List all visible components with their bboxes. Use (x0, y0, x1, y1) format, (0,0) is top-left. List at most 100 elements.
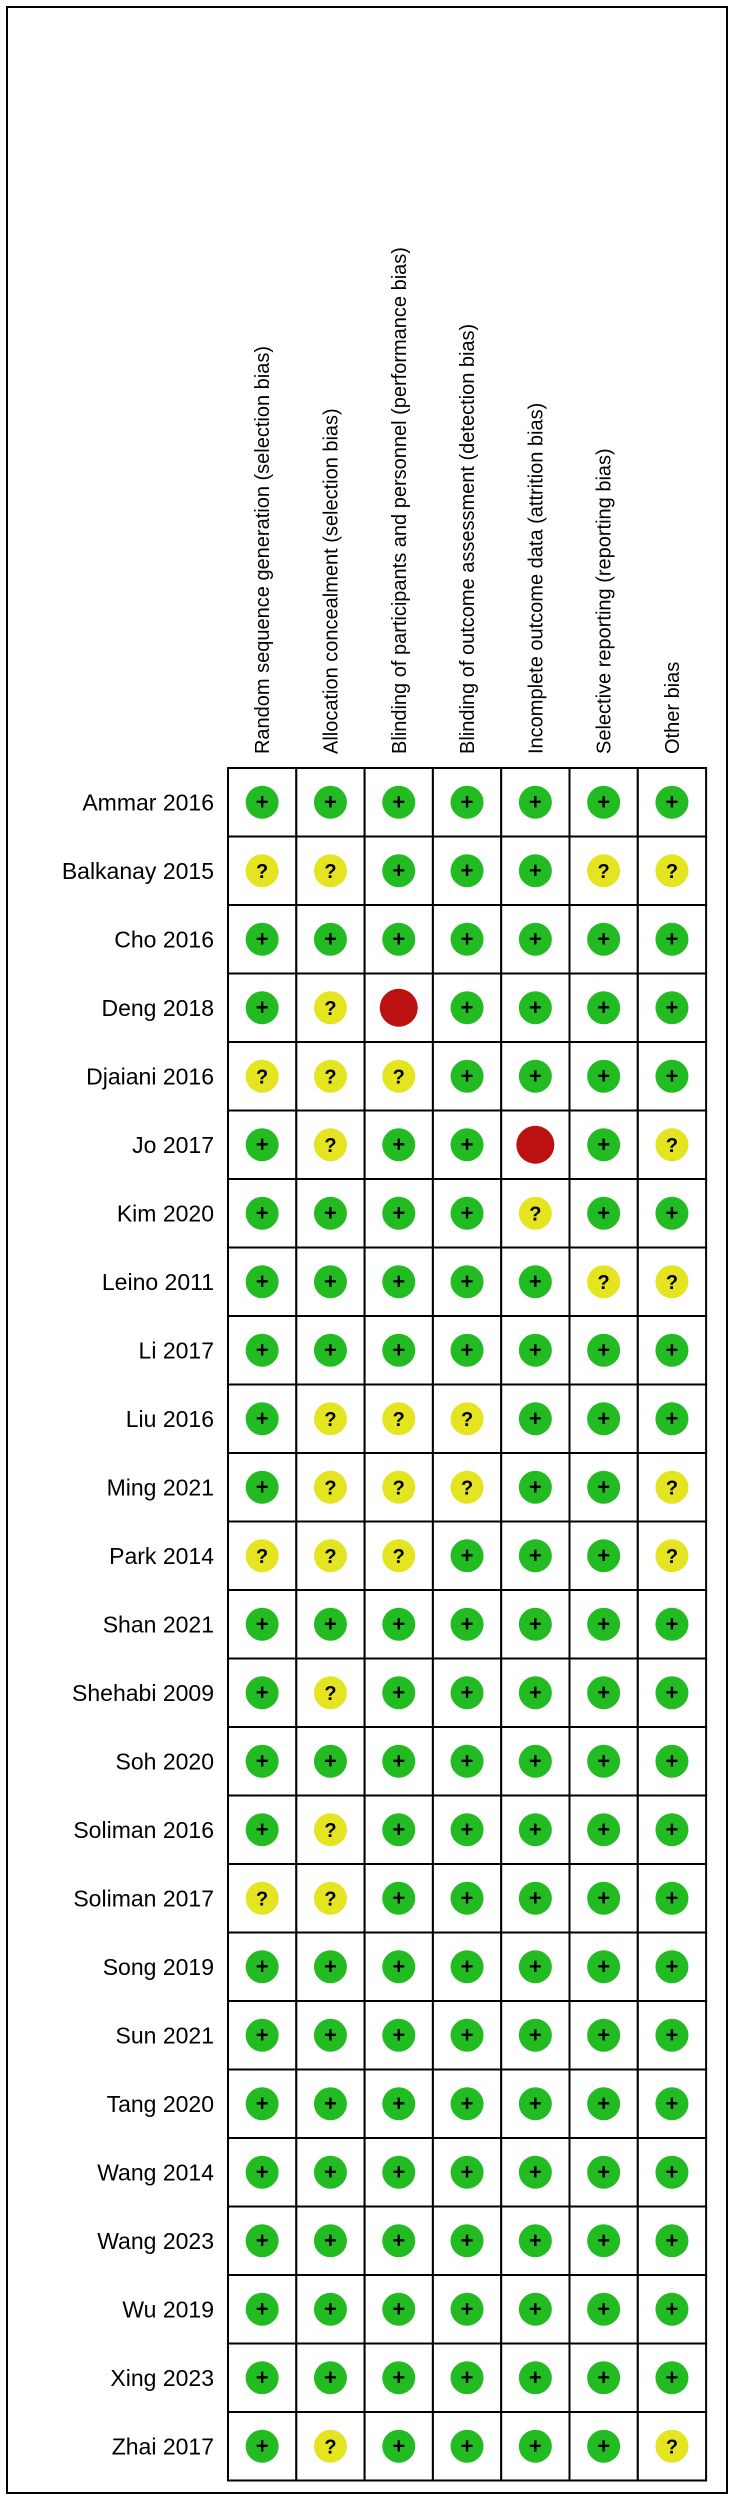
domain-headers: Random sequence generation (selection bi… (252, 247, 684, 754)
judgement-low-symbol: + (529, 2296, 542, 2321)
judgement-low-symbol: + (597, 2228, 610, 2253)
judgement-low-symbol: + (392, 1132, 405, 1157)
judgement-low-symbol: + (256, 1748, 269, 1773)
judgement-low-marker (245, 2361, 279, 2395)
judgement-unclear-symbol: ? (324, 861, 336, 883)
judgement-low-marker (518, 2018, 552, 2052)
grid-cell (636, 2000, 708, 2071)
judgement-low-symbol: + (666, 2022, 679, 2047)
judgement-low-symbol: + (529, 2228, 542, 2253)
judgement-low-marker (518, 1265, 552, 1299)
study-label-wang-2014: Wang 2014 (97, 2159, 214, 2185)
judgement-low-marker (655, 2292, 689, 2326)
judgement-unclear-marker (245, 1539, 279, 1573)
judgement-low-symbol: + (666, 1337, 679, 1362)
judgement-low-symbol: + (597, 1063, 610, 1088)
judgement-low-symbol: + (666, 2296, 679, 2321)
judgement-low-marker (245, 1813, 279, 1847)
judgement-low-symbol: + (597, 1406, 610, 1431)
judgement-unclear-marker (382, 1402, 416, 1436)
study-label-soliman-2017: Soliman 2017 (73, 1885, 214, 1911)
judgement-unclear-marker (382, 1059, 416, 1093)
judgement-low-marker (313, 2155, 347, 2189)
judgement-unclear-marker (313, 1813, 347, 1847)
judgement-low-marker (655, 2361, 689, 2395)
judgement-unclear-marker (313, 1539, 347, 1573)
judgement-low-marker (587, 2087, 621, 2121)
judgement-low-symbol: + (461, 2365, 474, 2390)
judgement-low-marker (587, 785, 621, 819)
judgement-low-marker (382, 1881, 416, 1915)
study-label-ammar-2016: Ammar 2016 (82, 789, 214, 815)
judgement-low-symbol: + (392, 2228, 405, 2253)
judgement-low-symbol: + (256, 1269, 269, 1294)
judgement-low-symbol: + (597, 789, 610, 814)
judgement-low-symbol: + (324, 1200, 337, 1225)
judgement-low-marker (382, 854, 416, 888)
judgement-low-symbol: + (666, 1748, 679, 1773)
judgement-low-marker (518, 2292, 552, 2326)
judgement-low-symbol: + (597, 1337, 610, 1362)
judgement-low-marker (313, 1333, 347, 1367)
judgement-low-symbol: + (392, 2022, 405, 2047)
judgement-low-symbol: + (597, 1748, 610, 1773)
judgement-low-marker (313, 2224, 347, 2258)
judgement-low-symbol: + (597, 2433, 610, 2458)
judgement-low-symbol: + (392, 1337, 405, 1362)
judgement-low-marker (313, 1950, 347, 1984)
judgement-low-marker (450, 1265, 484, 1299)
judgement-low-symbol: + (392, 1885, 405, 1910)
judgement-low-symbol: + (461, 1132, 474, 1157)
study-label-shan-2021: Shan 2021 (103, 1611, 214, 1637)
judgement-unclear-symbol: ? (256, 1888, 268, 1910)
judgement-low-symbol: + (666, 2091, 679, 2116)
judgement-unclear-marker (587, 854, 621, 888)
judgement-low-marker (450, 2429, 484, 2463)
judgement-unclear-marker (655, 1128, 689, 1162)
judgement-low-symbol: + (597, 1543, 610, 1568)
grid-cell (636, 1109, 708, 1180)
judgement-unclear-symbol: ? (256, 1546, 268, 1568)
judgement-low-marker (655, 785, 689, 819)
judgement-low-symbol: + (461, 1063, 474, 1088)
judgement-low-marker (655, 1744, 689, 1778)
judgement-low-marker (382, 1607, 416, 1641)
judgement-low-marker (587, 2018, 621, 2052)
study-label-wang-2023: Wang 2023 (97, 2228, 214, 2254)
judgement-low-symbol: + (461, 1885, 474, 1910)
judgement-low-symbol: + (529, 1474, 542, 1499)
judgement-low-symbol: + (392, 1748, 405, 1773)
study-label-balkanay-2015: Balkanay 2015 (62, 858, 214, 884)
judgement-low-symbol: + (597, 995, 610, 1020)
judgement-low-symbol: + (666, 1954, 679, 1979)
judgement-low-symbol: + (597, 1474, 610, 1499)
study-label-cho-2016: Cho 2016 (114, 926, 214, 952)
judgement-unclear-symbol: ? (256, 861, 268, 883)
judgement-low-marker (655, 1676, 689, 1710)
judgement-low-marker (655, 1950, 689, 1984)
judgement-low-symbol: + (597, 2365, 610, 2390)
judgement-low-symbol: + (324, 1269, 337, 1294)
judgement-low-symbol: + (666, 1611, 679, 1636)
study-label-soliman-2016: Soliman 2016 (73, 1817, 214, 1843)
judgement-low-marker (518, 785, 552, 819)
judgement-low-marker (518, 991, 552, 1025)
judgement-low-symbol: + (392, 2433, 405, 2458)
judgement-low-marker (382, 2429, 416, 2463)
judgement-low-marker (518, 1539, 552, 1573)
judgement-low-marker (518, 2155, 552, 2189)
judgement-low-symbol: + (666, 1817, 679, 1842)
judgement-low-marker (518, 854, 552, 888)
judgement-unclear-marker (313, 1402, 347, 1436)
judgement-low-marker (587, 1470, 621, 1504)
judgement-low-marker (245, 1333, 279, 1367)
judgement-high-marker (516, 1125, 555, 1164)
judgement-low-symbol: + (256, 1337, 269, 1362)
judgement-unclear-marker (313, 854, 347, 888)
judgement-low-marker (382, 2155, 416, 2189)
judgement-low-marker (313, 2018, 347, 2052)
judgement-unclear-symbol: ? (393, 1477, 405, 1499)
judgement-low-marker (313, 1607, 347, 1641)
judgement-low-symbol: + (256, 995, 269, 1020)
study-label-leino-2011: Leino 2011 (102, 1269, 214, 1295)
